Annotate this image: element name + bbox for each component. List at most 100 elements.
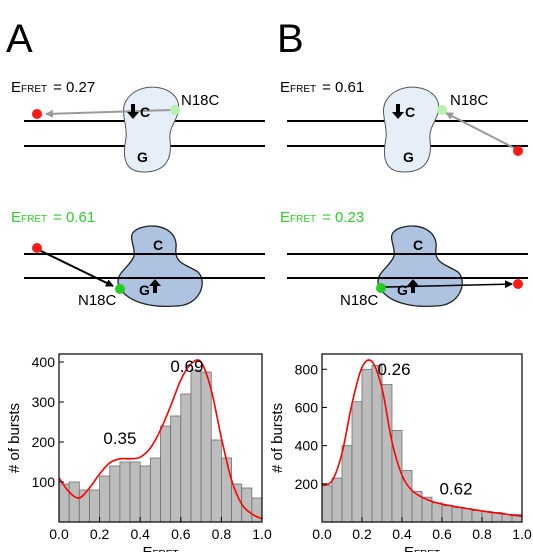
panel-letter-a: A [6, 17, 33, 61]
efret-label-b-top: EFRET = 0.61 [280, 79, 364, 96]
x-tick-label: 0.0 [312, 526, 332, 542]
histogram-bar [481, 511, 493, 523]
fret-arrow [45, 109, 173, 118]
protein-shape [117, 225, 203, 308]
y-tick-label: 400 [295, 438, 319, 454]
acceptor-dot [513, 279, 523, 289]
histogram-bar [160, 425, 172, 523]
x-tick-label: 0.8 [212, 526, 232, 542]
panel-b: B EFRET = 0.61 N18C C G EFRET = 0.23 [277, 17, 528, 309]
histogram-bar [68, 481, 80, 523]
histogram-bar [341, 445, 353, 523]
histogram-bar [139, 465, 151, 523]
x-tick-label: 1.0 [252, 526, 272, 542]
panel-b-top-diagram: EFRET = 0.61 N18C C G [280, 79, 528, 173]
y-tick-label: 200 [295, 476, 319, 492]
histogram-bar [170, 415, 182, 523]
domain-g-label: G [403, 149, 414, 165]
x-tick-label: 0.4 [130, 526, 150, 542]
histogram-bar [351, 401, 363, 523]
donor-dot [115, 284, 125, 294]
fit-curve [321, 359, 523, 518]
panel-letter-b: B [277, 17, 304, 61]
x-tick-label: 1.0 [512, 526, 532, 542]
histogram-bar [371, 365, 383, 523]
peak-annotation: 0.35 [103, 429, 136, 448]
domain-arrow-down-icon [127, 104, 139, 119]
y-axis-label: # of bursts [6, 403, 23, 473]
x-tick-label: 0.2 [90, 526, 110, 542]
y-tick-label: 200 [32, 434, 56, 450]
acceptor-dot [513, 146, 523, 156]
donor-dot [170, 105, 180, 115]
domain-g-label: G [397, 282, 408, 298]
histogram-bar [231, 483, 243, 523]
acceptor-dot [32, 109, 42, 119]
panel-a-top-diagram: EFRET = 0.27 N18C C G [11, 79, 265, 173]
histogram-a: 0.0 0.2 0.4 0.6 0.8 1.0 100 200 300 400 0.35 0.69 EF… [6, 353, 272, 552]
y-axis-label: # of bursts [269, 403, 286, 473]
x-tick-label: 0.2 [352, 526, 372, 542]
site-label-a-top: N18C [181, 92, 220, 109]
y-tick-label: 300 [32, 394, 56, 410]
histogram-bar [109, 465, 121, 523]
y-tick-label: 100 [32, 474, 56, 490]
y-tick-label: 800 [295, 361, 319, 377]
histogram-bar [461, 508, 473, 523]
domain-g-label: G [137, 149, 148, 165]
histogram-bar [180, 393, 192, 523]
efret-label-a-mid: EFRET = 0.61 [11, 209, 95, 226]
histogram-bar [451, 507, 463, 523]
domain-g-label: G [139, 282, 150, 298]
x-axis-label: EFRET [142, 544, 178, 552]
panel-b-mid-diagram: EFRET = 0.23 N18C C G [280, 209, 528, 309]
histogram-bar [381, 384, 393, 523]
histogram-bar [431, 502, 443, 523]
histogram-bar [471, 510, 483, 523]
acceptor-dot [32, 243, 42, 253]
site-label-b-mid: N18C [340, 292, 379, 309]
domain-c-label: C [413, 237, 423, 253]
histogram-bar [361, 368, 373, 523]
domain-c-label: C [153, 237, 163, 253]
domain-c-label: C [140, 104, 150, 120]
histogram-bar [441, 505, 453, 523]
efret-label-b-mid: EFRET = 0.23 [280, 209, 364, 226]
x-tick-label: 0.8 [472, 526, 492, 542]
site-label-a-mid: N18C [78, 292, 117, 309]
histogram-bar [391, 429, 403, 523]
fret-arrow [379, 280, 513, 292]
peak-annotation: 0.62 [439, 479, 472, 498]
efret-label-a-top: EFRET = 0.27 [11, 79, 95, 96]
fret-arrow [38, 249, 114, 287]
x-tick-label: 0.4 [392, 526, 412, 542]
x-tick-label: 0.6 [432, 526, 452, 542]
domain-c-label: C [405, 104, 415, 120]
histogram-bar [210, 439, 222, 523]
y-tick-label: 400 [32, 354, 56, 370]
y-tick-label: 600 [295, 399, 319, 415]
histogram-bar [220, 457, 232, 523]
histogram-bar [200, 371, 212, 523]
histogram-bar [129, 461, 141, 523]
peak-annotation: 0.26 [377, 360, 410, 379]
donor-dot [437, 105, 447, 115]
histogram-bar [119, 461, 131, 523]
domain-arrow-down-icon [392, 104, 404, 119]
x-tick-label: 0.6 [171, 526, 191, 542]
fit-curve [58, 359, 263, 520]
fret-arrow [445, 112, 517, 150]
plot-frame [58, 353, 263, 523]
histogram-bar [89, 489, 100, 523]
histogram-bar [99, 475, 111, 523]
donor-dot [376, 283, 386, 293]
x-tick-label: 0.0 [49, 526, 69, 542]
site-label-b-top: N18C [450, 92, 489, 109]
histogram-bar [149, 457, 161, 523]
panel-a: A EFRET = 0.27 N18C C G EFRET = 0.61 [6, 17, 265, 309]
plot-frame [321, 353, 523, 523]
domain-arrow-up-icon [149, 279, 161, 293]
histogram-bar [190, 369, 202, 523]
domain-arrow-up-icon [407, 279, 419, 293]
